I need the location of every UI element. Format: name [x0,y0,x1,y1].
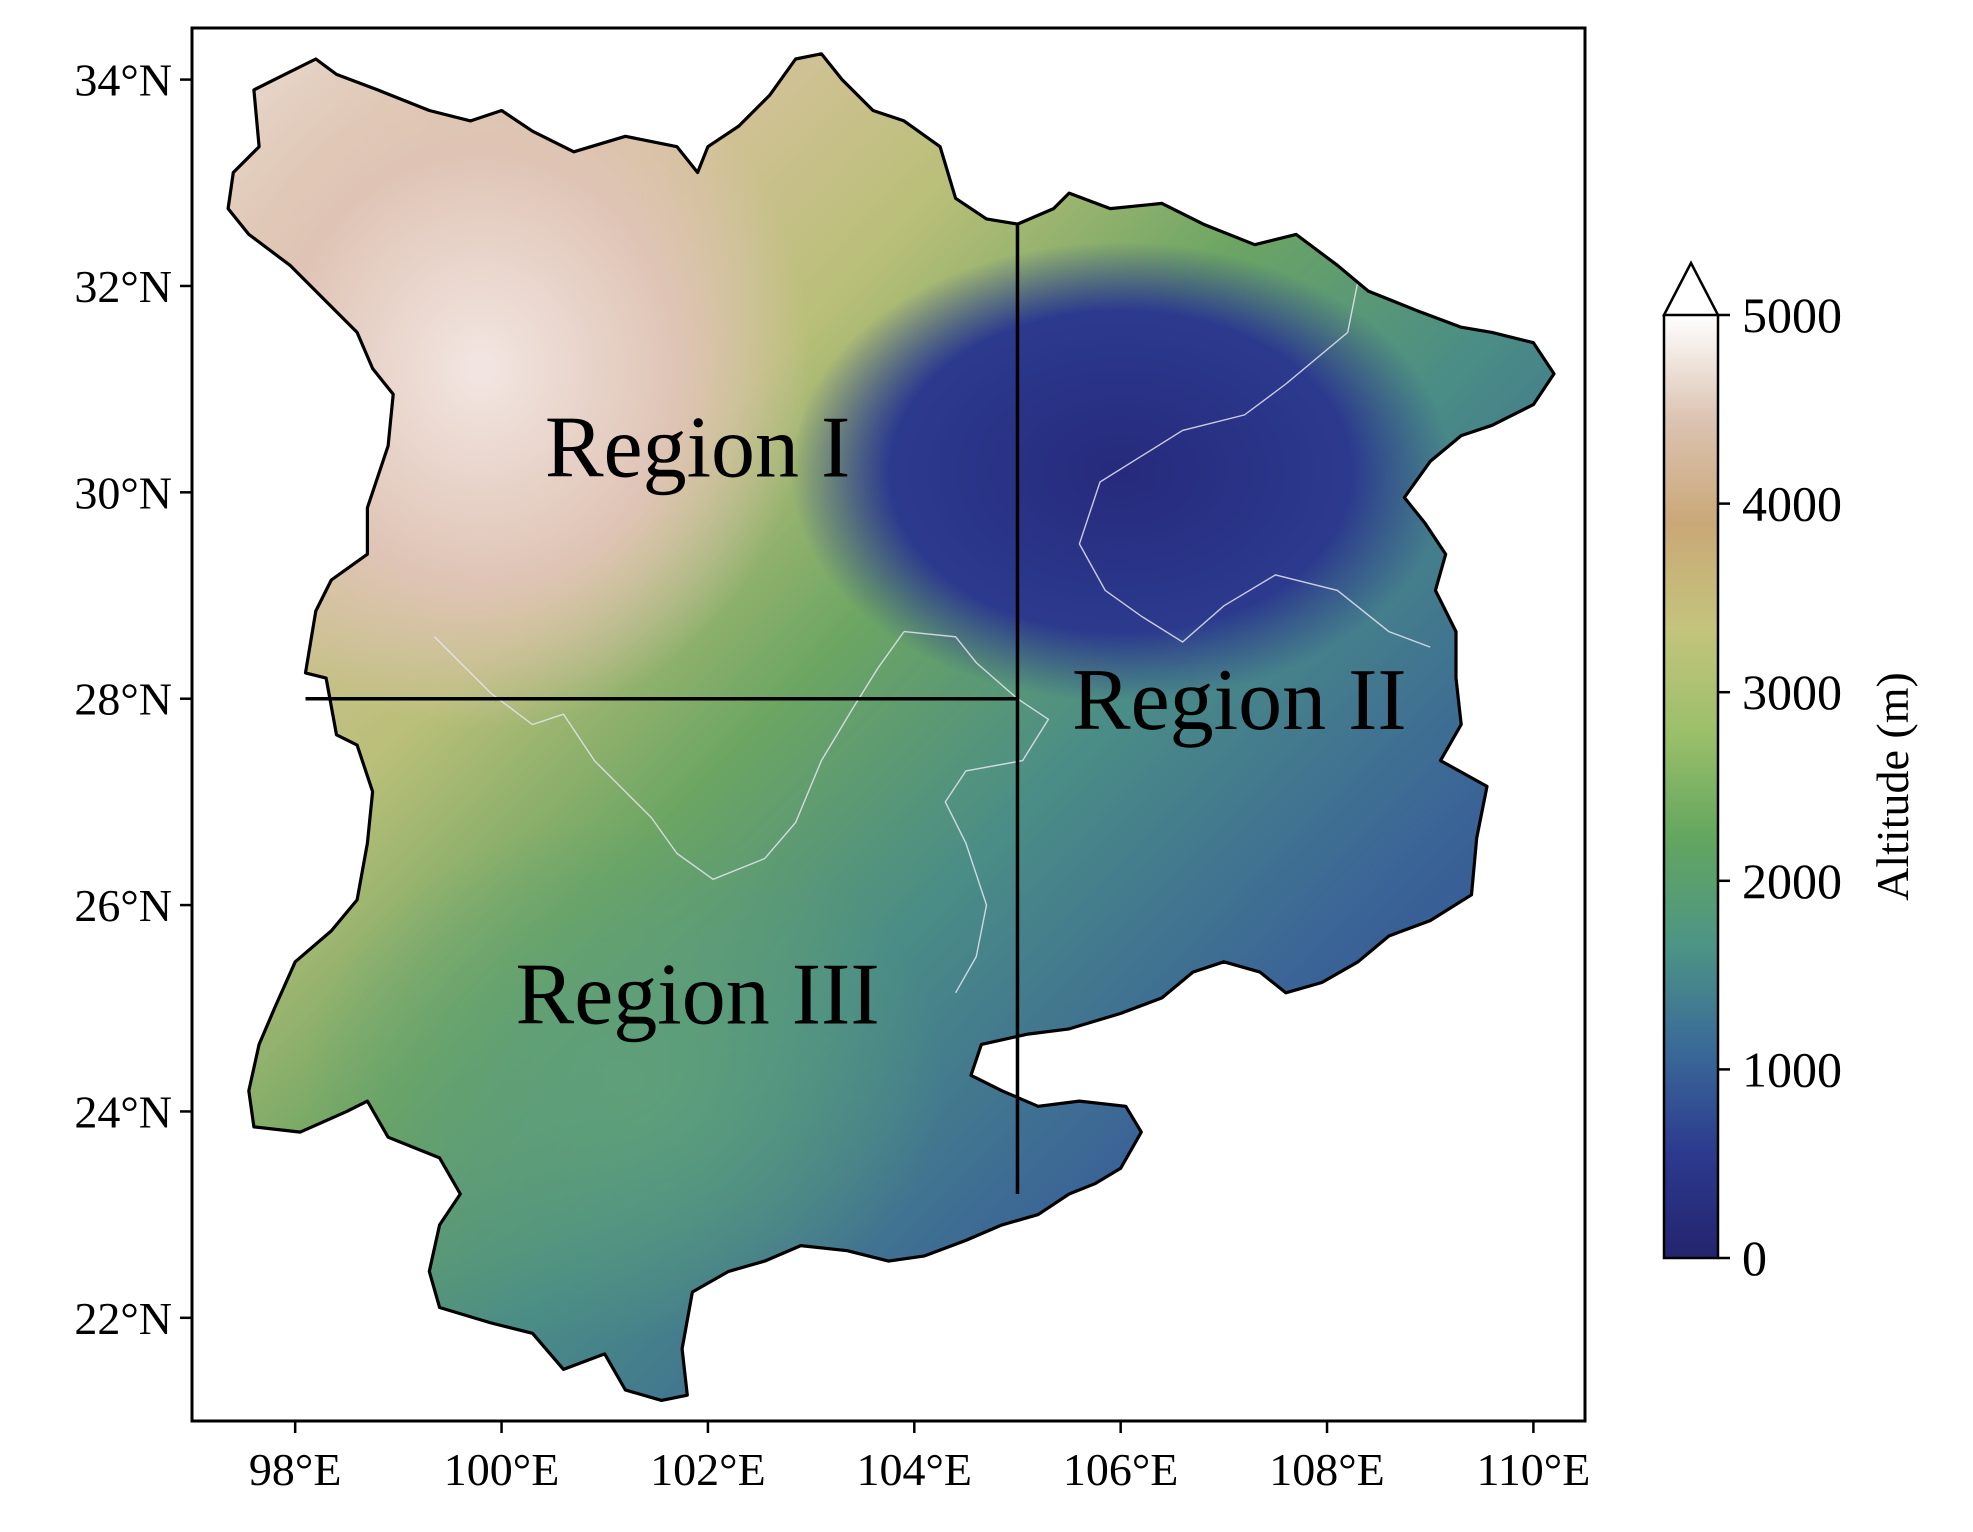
x-tick-label: 98°E [249,1444,342,1495]
y-tick-label: 22°N [74,1293,172,1344]
colorbar-frame [1662,315,1720,1260]
colorbar-tick-label: 1000 [1742,1041,1842,1097]
region-label-ii: Region II [1072,652,1407,749]
y-tick-label: 32°N [74,261,172,312]
colorbar-ticks: 0 1000 2000 3000 4000 5000 [1718,287,1842,1286]
region-label-iii: Region III [516,946,880,1043]
x-tick-label: 110°E [1477,1444,1591,1495]
map-axes-frame [190,26,1587,1423]
region-labels: Region I Region II Region III [516,399,1407,1043]
x-tick-label: 108°E [1269,1444,1385,1495]
colorbar-bar [1664,315,1718,1258]
x-tick-label: 104°E [857,1444,973,1495]
southern-lowland-shading [305,820,946,1341]
study-area-boundary [226,52,1556,1402]
sichuan-basin-shading [790,241,1451,702]
y-tick-label: 28°N [74,674,172,725]
region-divider-lines [305,224,1020,1194]
y-tick-label: 30°N [74,467,172,518]
study-area [226,52,1556,1402]
province-boundaries [434,280,1431,994]
colorbar-extend-arrow [1661,260,1721,317]
y-tick-label: 34°N [74,55,172,106]
colorbar-tick-label: 0 [1742,1230,1767,1286]
colorbar-tick-label: 3000 [1742,664,1842,720]
region-label-i: Region I [545,399,851,496]
y-tick-label: 24°N [74,1086,172,1137]
x-tick-label: 106°E [1063,1444,1179,1495]
longitude-axis: 98°E 100°E 102°E 104°E 106°E 108°E 110°E [249,1421,1590,1495]
colorbar-label: Altitude (m) [1867,672,1918,901]
altitude-colorbar: 0 1000 2000 3000 4000 5000 Altitude (m) [1661,260,1918,1286]
colorbar-tick-label: 4000 [1742,476,1842,532]
y-tick-label: 26°N [74,880,172,931]
latitude-axis: 22°N 24°N 26°N 28°N 30°N 32°N 34°N [74,55,192,1344]
x-tick-label: 100°E [444,1444,560,1495]
colorbar-tick-label: 2000 [1742,853,1842,909]
colorbar-tick-label: 5000 [1742,287,1842,343]
x-tick-label: 102°E [650,1444,766,1495]
